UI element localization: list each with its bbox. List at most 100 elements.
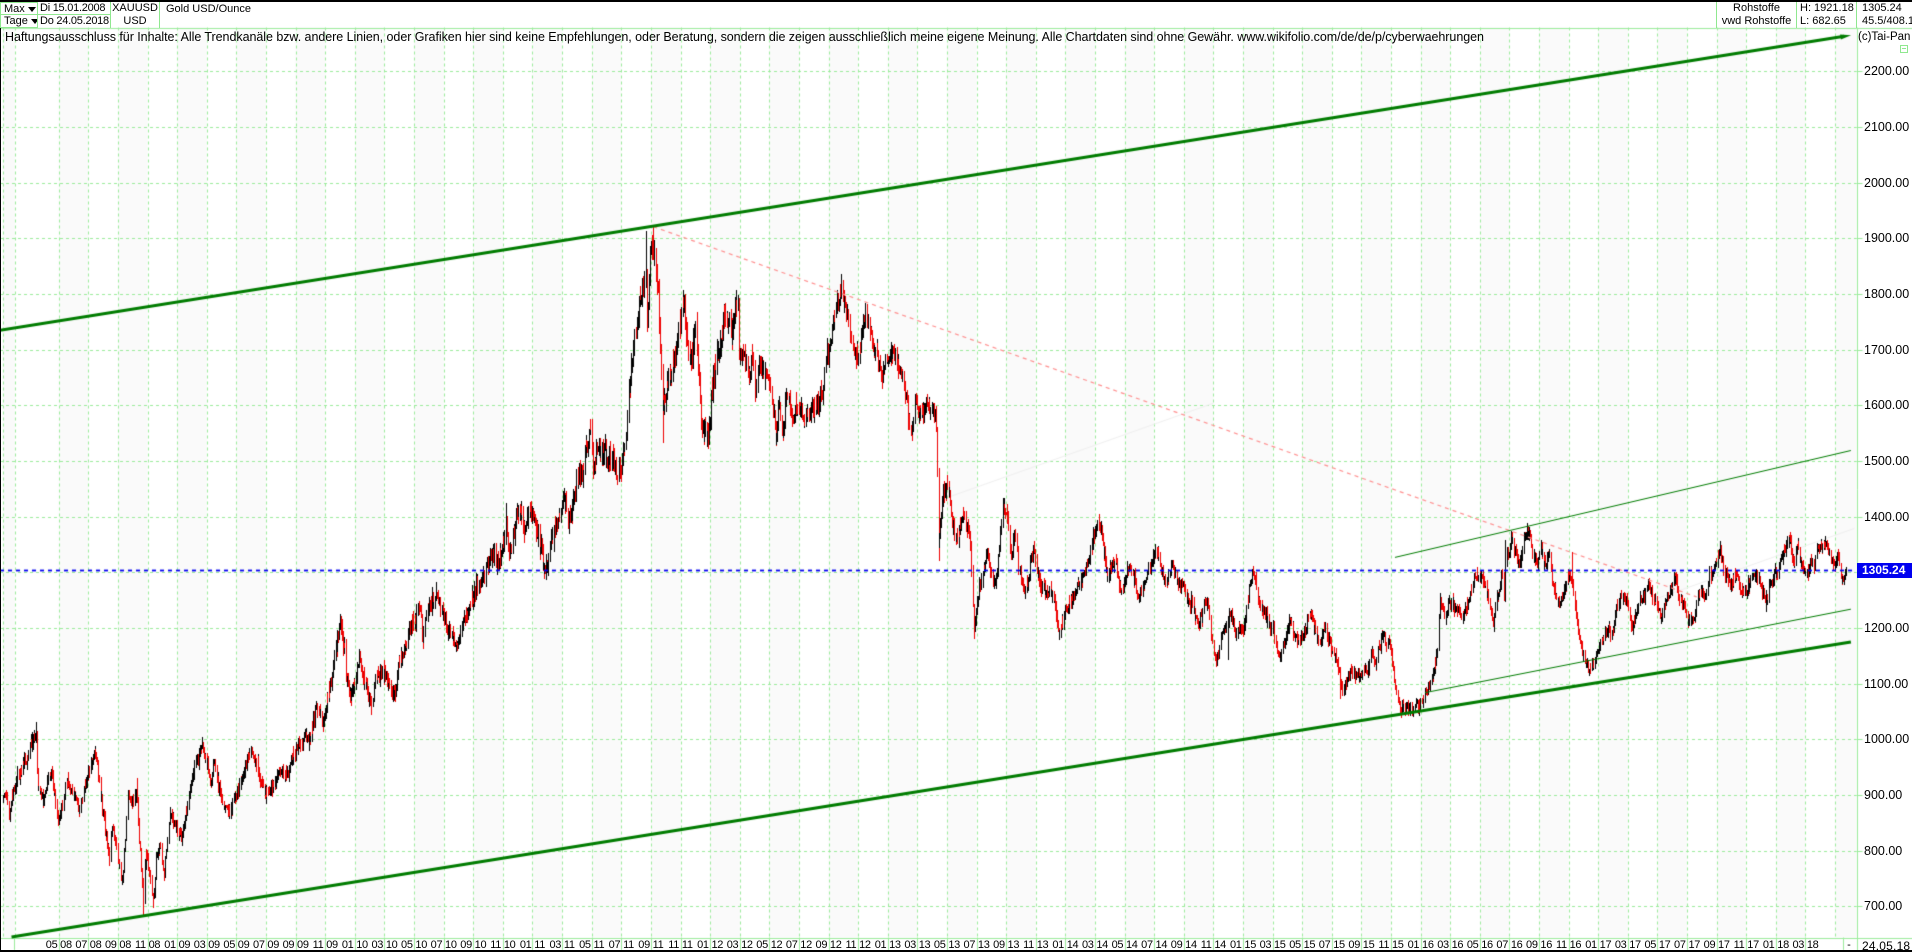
x-axis-label: 03 16 — [1437, 939, 1464, 951]
x-axis-label: 11 12 — [845, 939, 872, 951]
range-dropdown-caret-icon — [27, 6, 36, 12]
feed-text: vwd Rohstoffe — [1721, 15, 1792, 27]
y-axis-label: 1800.00 — [1864, 287, 1910, 302]
x-axis-label: 05 16 — [1466, 939, 1493, 951]
window-border-bottom — [0, 950, 1912, 952]
period-dropdown-caret-icon — [30, 18, 37, 24]
x-axis-label: 05 15 — [1289, 939, 1316, 951]
x-axis-label: 11 17 — [1733, 939, 1760, 951]
x-axis-label: 05 13 — [933, 939, 960, 951]
x-axis-label: 07 15 — [1318, 939, 1345, 951]
x-axis-label: 01 11 — [519, 939, 546, 951]
x-axis-label: 01 15 — [1229, 939, 1257, 951]
x-axis-label: 11 16 — [1556, 939, 1582, 951]
last-price-cell: 1305.24 45.5/408.1 — [1856, 2, 1912, 28]
x-axis-label: 07 10 — [430, 939, 457, 951]
x-axis-label: 05 12 — [756, 939, 783, 951]
x-axis-label: 03 15 — [1259, 939, 1286, 951]
x-axis-label: 07 13 — [963, 939, 990, 951]
x-axis-label: 01 17 — [1585, 939, 1612, 951]
x-axis-label: 05 08 — [45, 939, 72, 951]
start-date-text: Di 15.01.2008 — [40, 2, 106, 14]
x-axis-label: 11 08 — [135, 939, 161, 951]
x-axis-label: 07 11 — [608, 939, 635, 951]
period-dropdown[interactable]: Tage — [0, 14, 38, 28]
window-border-top — [0, 0, 1912, 2]
disclaimer-text: Haftungsausschluss für Inhalte: Alle Tre… — [5, 30, 1484, 44]
x-axis-label: 09 10 — [460, 939, 487, 951]
instrument-name: Gold USD/Ounce — [166, 3, 251, 15]
x-axis-label: 09 16 — [1526, 939, 1553, 951]
x-axis-label: 09 11 — [638, 939, 664, 951]
x-axis-label: 07 09 — [253, 939, 280, 951]
x-axis-label: 09 08 — [104, 939, 132, 951]
x-axis-label: 07 16 — [1496, 939, 1523, 951]
x-axis-label: 07 14 — [1141, 939, 1168, 951]
x-axis-label: 03 10 — [371, 939, 398, 951]
last-price-text: 1305.24 — [1862, 2, 1902, 14]
x-axis-label: 09 14 — [1170, 939, 1197, 951]
y-axis-label: 700.00 — [1864, 899, 1903, 914]
x-axis-label: 03 11 — [549, 939, 575, 951]
x-axis-label: 09 17 — [1703, 939, 1730, 951]
x-axis-label: 03 13 — [904, 939, 931, 951]
feed-cell: Rohstoffe vwd Rohstoffe — [1716, 2, 1796, 28]
x-axis-label: 01 13 — [874, 939, 901, 951]
y-axis-label: 800.00 — [1864, 843, 1903, 858]
range-dropdown-label: Max — [4, 3, 25, 15]
y-axis-label: 2100.00 — [1864, 120, 1910, 135]
collapse-icon[interactable] — [1900, 45, 1908, 53]
x-axis-label: 11 14 — [1200, 939, 1227, 951]
chart-end-date[interactable]: Do 24.05.2018 — [38, 14, 111, 28]
x-axis-label: 03 09 — [193, 939, 220, 951]
x-axis-end-date: 24.05.18 — [1862, 939, 1911, 952]
y-axis-label: 1000.00 — [1864, 732, 1910, 747]
x-axis-label: 05 14 — [1111, 939, 1138, 951]
x-axis-label: 11 11 — [668, 939, 693, 951]
x-axis-label: 07 12 — [785, 939, 812, 951]
x-axis-label: 05 09 — [223, 939, 250, 951]
range-info-text: 45.5/408.1 — [1862, 15, 1912, 27]
last-price-tag: 1305.24 — [1857, 562, 1912, 578]
x-axis-label: 11 13 — [1023, 939, 1049, 951]
symbol-text: XAUUSD — [112, 2, 158, 14]
end-date-text: Do 24.05.2018 — [40, 15, 109, 27]
x-axis-label: 05 11 — [579, 939, 605, 951]
range-dropdown[interactable]: Max — [0, 2, 38, 15]
y-axis-label: 1100.00 — [1864, 676, 1909, 691]
x-axis-label: 09 15 — [1348, 939, 1375, 951]
x-axis-label: 11 15 — [1378, 939, 1404, 951]
x-axis-label: 01 12 — [697, 939, 724, 951]
y-axis-label: 1500.00 — [1864, 454, 1910, 469]
y-axis-label: 1600.00 — [1864, 398, 1910, 413]
x-axis-label: 11 09 — [312, 939, 339, 951]
period-high-text: H: 1921.18 — [1800, 2, 1854, 14]
x-axis-label: 07 08 — [75, 939, 102, 951]
x-axis-label: 11 10 — [490, 939, 516, 951]
x-axis-label: 01 18 — [1762, 939, 1789, 951]
y-axis-label: 900.00 — [1864, 788, 1903, 803]
y-axis-label: 1700.00 — [1864, 342, 1910, 357]
period-low-text: L: 682.65 — [1800, 15, 1846, 27]
x-axis-label: 03 14 — [1081, 939, 1108, 951]
window-border-left — [0, 0, 1, 950]
category-text: Rohstoffe — [1733, 2, 1780, 14]
x-axis-label: 01 14 — [1052, 939, 1079, 951]
x-axis-label: 09 13 — [993, 939, 1020, 951]
y-axis-label: 1200.00 — [1864, 621, 1910, 636]
chart-start-date[interactable]: Di 15.01.2008 — [38, 2, 111, 15]
x-axis-label: 03 12 — [726, 939, 753, 951]
copyright-text: (c)Tai-Pan — [1858, 31, 1911, 43]
x-axis-label: 09 09 — [282, 939, 309, 951]
x-axis-label: 05 17 — [1644, 939, 1671, 951]
y-axis-label: 1400.00 — [1864, 509, 1910, 524]
x-axis-label: 01 16 — [1407, 939, 1434, 951]
high-low-cell: H: 1921.18 L: 682.65 — [1796, 2, 1856, 28]
x-axis-label: 05 10 — [401, 939, 428, 951]
x-axis-label: 01 10 — [341, 939, 368, 951]
y-axis-label: 1900.00 — [1864, 231, 1910, 246]
symbol-cell[interactable]: XAUUSD USD — [111, 2, 160, 28]
currency-text: USD — [123, 15, 147, 27]
